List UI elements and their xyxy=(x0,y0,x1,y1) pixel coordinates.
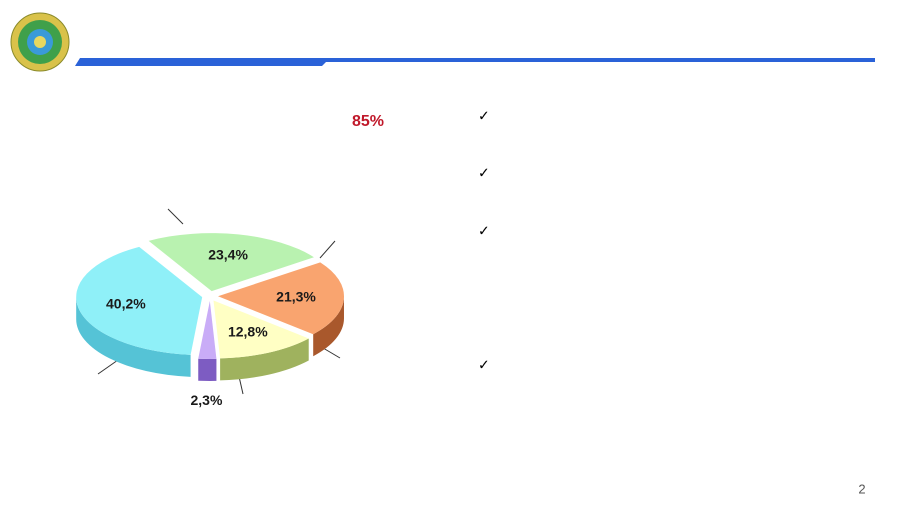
svg-text:✓: ✓ xyxy=(478,223,490,239)
slice xyxy=(148,233,314,292)
pie-chart: 23,4% 21,3% 12,8% 2,3% 40,2% xyxy=(76,233,344,408)
svg-text:✓: ✓ xyxy=(478,165,490,181)
logo xyxy=(10,12,70,72)
slice xyxy=(76,246,203,355)
pie-tops xyxy=(76,233,344,359)
callout: 85% xyxy=(352,113,384,130)
data-label: 23,4% xyxy=(208,247,248,263)
data-label: 2,3% xyxy=(190,392,222,408)
data-label: 12,8% xyxy=(228,324,268,340)
data-label: 40,2% xyxy=(106,295,146,311)
slice-side xyxy=(198,358,217,381)
pie-sides xyxy=(76,296,344,381)
slice xyxy=(198,300,217,359)
slice-side xyxy=(220,338,309,381)
svg-text:✓: ✓ xyxy=(478,108,490,124)
slice xyxy=(213,300,309,359)
page-number: 2 xyxy=(858,481,865,496)
slice-side xyxy=(76,297,191,377)
data-label: 21,3% xyxy=(276,289,316,305)
slice-side xyxy=(313,296,344,357)
checklist: ✓ ✓ ✓ ✓ xyxy=(478,108,490,373)
svg-text:✓: ✓ xyxy=(478,357,490,373)
header-bar xyxy=(75,58,875,66)
slice xyxy=(217,262,344,335)
